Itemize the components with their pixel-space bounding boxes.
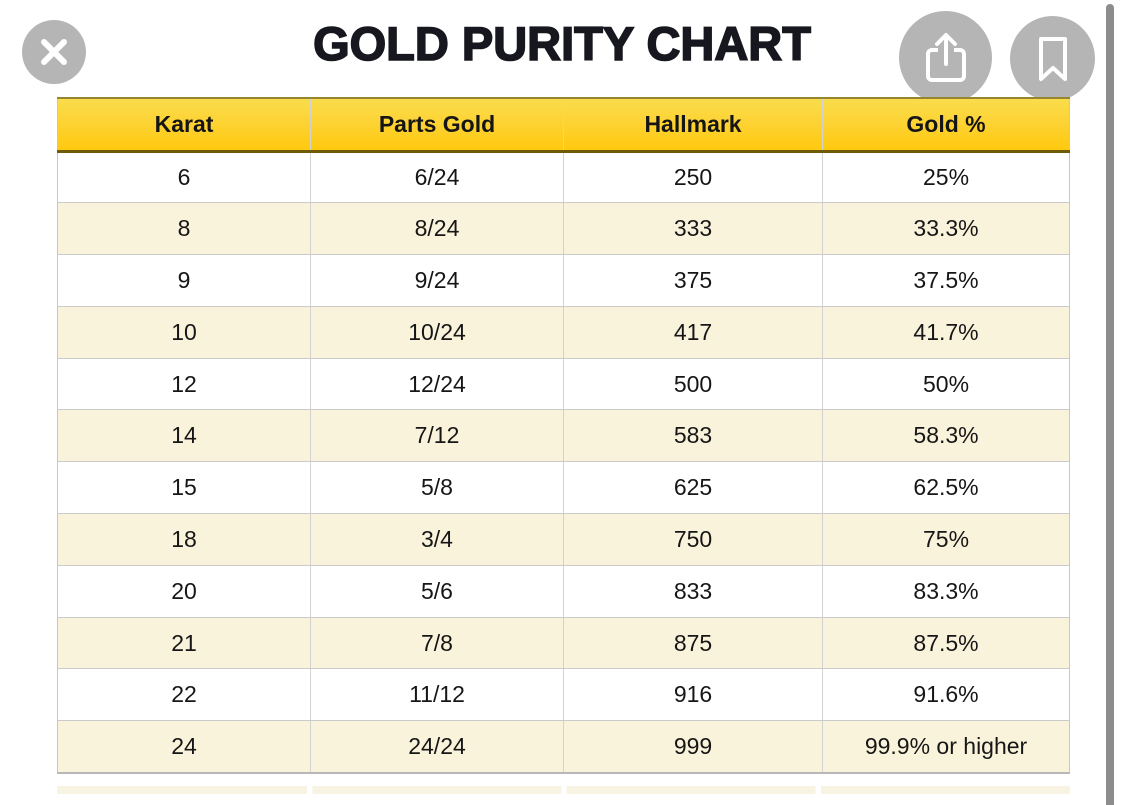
close-icon xyxy=(37,35,71,69)
share-button[interactable] xyxy=(899,11,992,104)
cell-karat: 12 xyxy=(57,358,311,411)
cell-karat: 6 xyxy=(57,151,311,204)
table-row: 22 11/12 916 91.6% xyxy=(57,668,1070,722)
table-row: 18 3/4 750 75% xyxy=(57,513,1070,566)
cell-gold-pct: 83.3% xyxy=(822,565,1070,618)
cell-hallmark: 999 xyxy=(562,720,823,774)
cell-gold-pct: 41.7% xyxy=(822,306,1070,359)
table-row: 6 6/24 250 25% xyxy=(57,151,1070,204)
table-row: 21 7/8 875 87.5% xyxy=(57,617,1070,670)
bookmark-button[interactable] xyxy=(1010,16,1095,101)
cell-hallmark: 625 xyxy=(562,461,823,515)
column-header-gold-pct: Gold % xyxy=(822,97,1070,153)
cell-hallmark: 583 xyxy=(562,409,823,463)
cell-gold-pct: 33.3% xyxy=(822,202,1070,256)
cell-parts-gold: 11/12 xyxy=(310,668,564,722)
table-row: 9 9/24 375 37.5% xyxy=(57,254,1070,307)
share-icon xyxy=(920,30,972,86)
table-row: 10 10/24 417 41.7% xyxy=(57,306,1070,359)
cell-karat: 8 xyxy=(57,202,311,256)
cell-parts-gold: 5/6 xyxy=(310,565,564,618)
cell-hallmark: 833 xyxy=(562,565,823,618)
table-header-row: Karat Parts Gold Hallmark Gold % xyxy=(57,97,1070,153)
table-row: 12 12/24 500 50% xyxy=(57,358,1070,411)
cell-karat: 20 xyxy=(57,565,311,618)
cell-parts-gold: 7/8 xyxy=(310,617,564,670)
cell-hallmark: 375 xyxy=(562,254,823,307)
column-header-parts-gold: Parts Gold xyxy=(310,97,564,153)
cell-parts-gold: 24/24 xyxy=(310,720,564,774)
cell-gold-pct: 37.5% xyxy=(822,254,1070,307)
cell-gold-pct: 99.9% or higher xyxy=(822,720,1070,774)
cell-hallmark: 916 xyxy=(562,668,823,722)
cell-gold-pct: 91.6% xyxy=(822,668,1070,722)
cell-parts-gold: 8/24 xyxy=(310,202,564,256)
cell-parts-gold: 7/12 xyxy=(310,409,564,463)
cell-karat: 14 xyxy=(57,409,311,463)
table-row: 24 24/24 999 99.9% or higher xyxy=(57,720,1070,774)
scrollbar-thumb[interactable] xyxy=(1106,4,1114,805)
cell-gold-pct: 87.5% xyxy=(822,617,1070,670)
cell-karat: 9 xyxy=(57,254,311,307)
cell-hallmark: 333 xyxy=(562,202,823,256)
cell-gold-pct: 50% xyxy=(822,358,1070,411)
scrollbar-track xyxy=(1105,0,1124,805)
table-row: 20 5/6 833 83.3% xyxy=(57,565,1070,618)
cell-gold-pct: 75% xyxy=(822,513,1070,566)
cell-parts-gold: 12/24 xyxy=(310,358,564,411)
column-header-karat: Karat xyxy=(57,97,311,153)
cell-parts-gold: 3/4 xyxy=(310,513,564,566)
cell-karat: 21 xyxy=(57,617,311,670)
bookmark-icon xyxy=(1033,35,1073,83)
cell-karat: 22 xyxy=(57,668,311,722)
cell-parts-gold: 6/24 xyxy=(310,151,564,204)
cell-gold-pct: 62.5% xyxy=(822,461,1070,515)
close-button[interactable] xyxy=(22,20,86,84)
cell-hallmark: 500 xyxy=(562,358,823,411)
cell-parts-gold: 9/24 xyxy=(310,254,564,307)
cell-parts-gold: 10/24 xyxy=(310,306,564,359)
table-row: 14 7/12 583 58.3% xyxy=(57,409,1070,463)
cell-hallmark: 875 xyxy=(562,617,823,670)
cell-karat: 10 xyxy=(57,306,311,359)
page-title: GOLD PURITY CHART xyxy=(312,16,811,71)
table-row: 8 8/24 333 33.3% xyxy=(57,202,1070,256)
cell-karat: 18 xyxy=(57,513,311,566)
cell-karat: 15 xyxy=(57,461,311,515)
cell-hallmark: 250 xyxy=(562,151,823,204)
cell-parts-gold: 5/8 xyxy=(310,461,564,515)
ghost-next-row-sliver xyxy=(57,786,1070,794)
cell-gold-pct: 25% xyxy=(822,151,1070,204)
cell-gold-pct: 58.3% xyxy=(822,409,1070,463)
cell-hallmark: 750 xyxy=(562,513,823,566)
table-row: 15 5/8 625 62.5% xyxy=(57,461,1070,515)
column-header-hallmark: Hallmark xyxy=(562,97,823,153)
cell-karat: 24 xyxy=(57,720,311,774)
cell-hallmark: 417 xyxy=(562,306,823,359)
gold-purity-table: Karat Parts Gold Hallmark Gold % 6 6/24 … xyxy=(57,97,1070,774)
